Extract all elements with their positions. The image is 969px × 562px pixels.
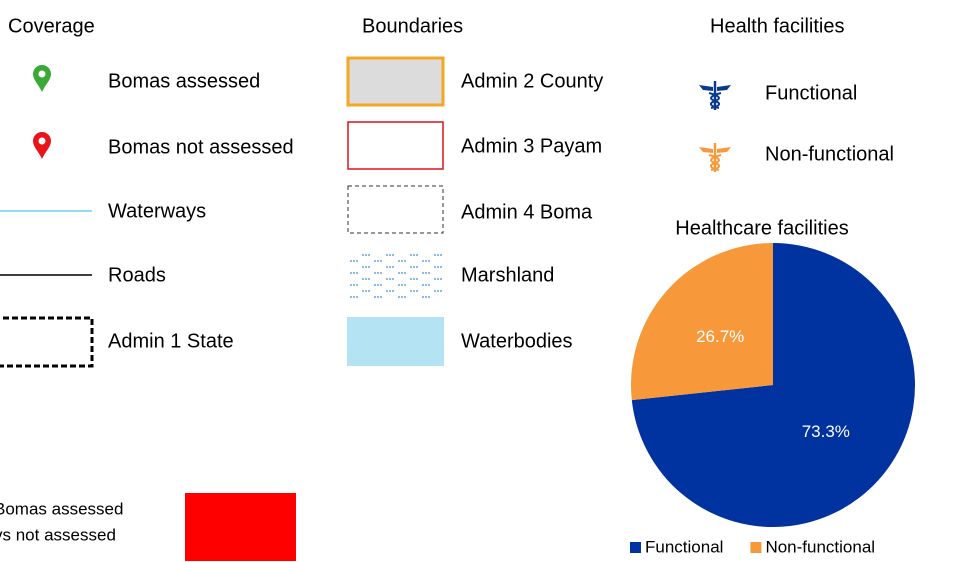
legend-label: Admin 3 Payam <box>461 135 602 157</box>
health-title: Health facilities <box>710 15 845 37</box>
bomas-swatch <box>185 493 296 561</box>
caduceus-orange <box>699 143 731 172</box>
legend-label: Admin 4 Boma <box>461 201 593 223</box>
marsh-symbol <box>347 251 444 299</box>
coverage-title: Coverage <box>8 15 95 37</box>
legend-label: Functional <box>765 82 857 104</box>
legend-label: Waterways <box>108 200 206 222</box>
payam-symbol <box>347 121 444 170</box>
legend-label: Marshland <box>461 264 554 286</box>
pie-slice <box>631 243 915 527</box>
legend-label: Bomas assessed <box>108 70 260 92</box>
legend-label: Admin 1 State <box>108 330 234 352</box>
chart-title: Healthcare facilities <box>675 217 848 239</box>
legend-label: Non-functional <box>765 143 894 165</box>
legend-swatch <box>750 542 762 553</box>
bomas-label: vs not assessed <box>0 525 116 544</box>
legend-label: Admin 2 County <box>461 70 603 92</box>
boma-symbol <box>347 185 444 234</box>
legend-label: Roads <box>108 264 166 286</box>
legend-label: Waterbodies <box>461 330 573 352</box>
pin-green <box>33 65 51 92</box>
county-symbol <box>346 56 445 107</box>
caduceus-blue <box>699 81 731 110</box>
bomas-label: Bomas assessed <box>0 499 123 518</box>
slice-label: 26.7% <box>696 327 744 346</box>
waterbody-symbol <box>347 317 444 366</box>
boundaries-title: Boundaries <box>362 15 463 37</box>
state-symbol <box>0 316 94 368</box>
legend-swatch <box>630 542 641 553</box>
legend-label: Functional <box>645 537 723 556</box>
pin-red <box>33 132 51 159</box>
pie-slice <box>631 243 773 401</box>
legend-label: Bomas not assessed <box>108 136 294 158</box>
slice-label: 73.3% <box>802 422 850 441</box>
legend-label: Non-functional <box>765 537 875 556</box>
